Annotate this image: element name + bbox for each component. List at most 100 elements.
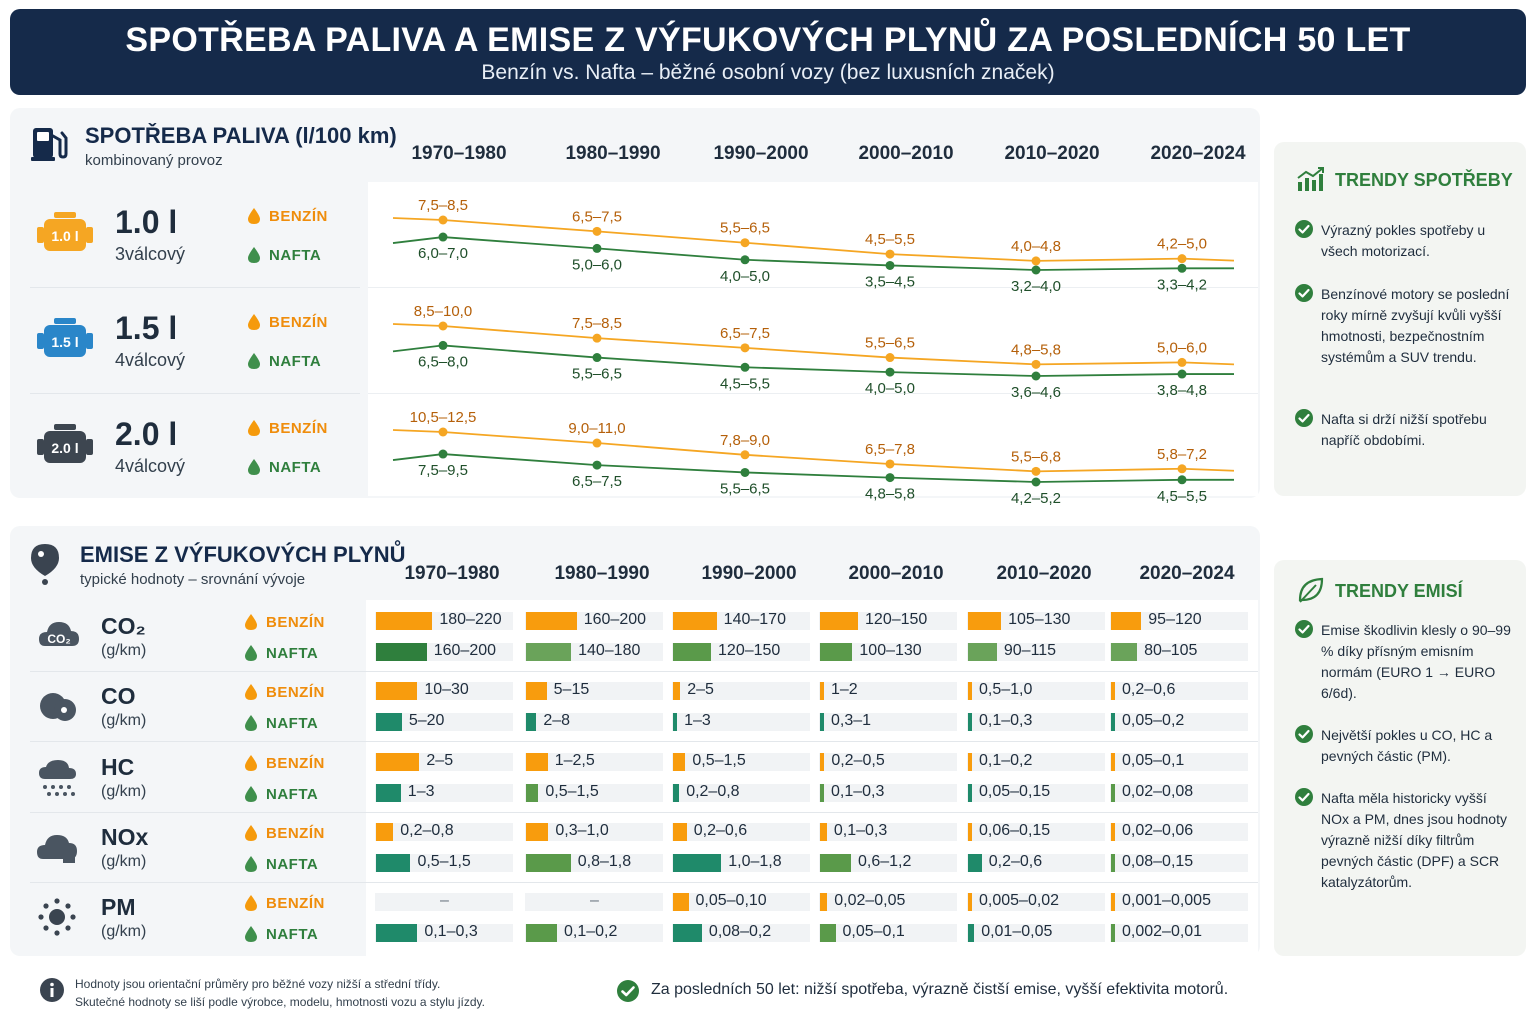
info-icon	[40, 978, 64, 1002]
engine-icon-right	[86, 439, 93, 455]
fuel-period-header: 1990–2000	[713, 143, 809, 164]
pm-particle	[43, 925, 49, 931]
legend-benzin-label: BENZÍN	[269, 419, 328, 437]
emission-bar-nafta	[820, 854, 851, 872]
emission-track-nafta	[819, 924, 957, 942]
legend-nafta-label: NAFTA	[269, 458, 322, 476]
fuel-chart-row-separator	[368, 393, 1258, 394]
nafta-drop-icon	[245, 786, 257, 802]
footer-note: Hodnoty jsou orientační průměry pro běžn…	[75, 975, 485, 1011]
factory-cloud-icon	[37, 835, 77, 863]
emission-bar-nafta	[673, 784, 680, 802]
emission-bar-benzin	[968, 893, 972, 911]
emission-track-benzin	[1110, 823, 1248, 841]
emission-label-benzin: 0,005–0,02	[979, 892, 1060, 909]
emission-label-nafta: 0,3–1	[831, 712, 872, 729]
emission-label-nafta: 0,08–0,15	[1122, 853, 1194, 870]
emission-bar-nafta	[820, 713, 824, 731]
benzin-drop-icon	[248, 420, 260, 436]
emission-track-nafta	[819, 643, 957, 661]
legend-nafta-label: NAFTA	[266, 644, 319, 662]
emission-label-nafta: 0,05–0,15	[979, 783, 1051, 800]
emission-bar-benzin	[1111, 823, 1115, 841]
emission-bar-benzin	[1111, 682, 1115, 700]
trend-check-icon-mark	[1298, 224, 1310, 234]
engine-icon-right	[86, 333, 93, 349]
pm-particle	[38, 914, 44, 920]
legend-benzin: BENZÍN	[247, 207, 328, 225]
emission-bar-benzin	[376, 753, 420, 771]
emission-bar-nafta	[673, 924, 702, 942]
legend-nafta: NAFTA	[244, 644, 318, 662]
fuel-trend-item: Nafta si drží nižší spotřebu napříč obdo…	[1321, 411, 1487, 448]
emission-bar-nafta	[1111, 643, 1138, 661]
emission-track-nafta	[819, 713, 957, 731]
emission-label-benzin: 95–120	[1148, 611, 1202, 628]
drizzle-drop	[59, 785, 63, 789]
emission-track-benzin	[525, 682, 663, 700]
benzin-drop-icon	[245, 755, 257, 771]
nafta-drop-icon	[245, 856, 257, 872]
trend-check-icon-mark	[1298, 624, 1310, 634]
emissions-section-title: EMISE Z VÝFUKOVÝCH PLYNŮ	[80, 542, 406, 567]
legend-nafta: NAFTA	[244, 714, 318, 732]
emission-bar-benzin	[376, 612, 433, 630]
legend-benzin-label: BENZÍN	[266, 894, 325, 912]
emissions-chart-area	[366, 600, 1258, 956]
pollutant-name: HC	[101, 754, 135, 780]
emission-label-nafta: 1–3	[407, 783, 435, 800]
benzin-drop-icon	[245, 614, 257, 630]
emission-label-benzin: 0,05–0,10	[695, 892, 767, 909]
emission-bar-nafta	[526, 713, 537, 731]
drizzle-drop	[47, 792, 51, 796]
nafta-drop-icon-shape	[245, 715, 257, 731]
engine-cylinders: 4válcový	[115, 456, 186, 476]
benzin-drop-icon	[248, 208, 260, 224]
nafta-drop-icon-shape	[245, 926, 257, 942]
emission-bar-nafta	[968, 713, 972, 731]
legend-benzin-label: BENZÍN	[266, 754, 325, 772]
benzin-drop-icon-shape	[248, 314, 260, 330]
benzin-drop-icon-shape	[248, 420, 260, 436]
emission-bar-nafta	[820, 924, 836, 942]
legend-nafta: NAFTA	[247, 352, 321, 370]
emissions-row-separator	[30, 741, 1258, 742]
engine-icon-left	[37, 227, 44, 243]
footer-note-line1: Hodnoty jsou orientační průměry pro běžn…	[75, 977, 441, 991]
emission-track-benzin	[375, 893, 513, 911]
nox-chimney	[63, 849, 75, 863]
emission-label-benzin: 0,1–0,3	[833, 822, 888, 839]
emission-label-benzin: 0,02–0,05	[834, 892, 906, 909]
emission-track-benzin	[819, 823, 957, 841]
emission-label-benzin: 0,5–1,5	[692, 752, 746, 769]
trend-check-icon-mark	[1298, 729, 1310, 739]
smoke-cloud-icon	[40, 693, 76, 721]
pollutant-name: CO	[101, 683, 136, 709]
trend-check-icon	[1295, 725, 1313, 743]
drizzle-drop	[67, 785, 71, 789]
emission-bar-nafta	[526, 854, 571, 872]
emission-bar-nafta	[968, 784, 972, 802]
emission-bar-nafta	[820, 643, 853, 661]
engine-size: 2.0 l	[115, 416, 178, 452]
emission-label-nafta: 140–180	[578, 642, 641, 659]
legend-benzin-label: BENZÍN	[269, 313, 328, 331]
fuel-period-header: 2000–2010	[858, 143, 954, 164]
emissions-row-separator	[30, 882, 1258, 883]
emission-track-benzin	[672, 753, 810, 771]
emission-label-benzin: 180–220	[439, 611, 502, 628]
emission-bar-benzin	[673, 893, 689, 911]
legend-nafta: NAFTA	[244, 855, 318, 873]
fuel-pump-icon	[31, 128, 68, 161]
emission-label-benzin: –	[440, 892, 449, 909]
smoke-cloud-hole	[61, 707, 67, 713]
emission-bar-nafta	[673, 713, 678, 731]
emission-label-nafta: 0,2–0,8	[686, 783, 740, 800]
emissions-trends-box	[1274, 560, 1526, 956]
legend-benzin-label: BENZÍN	[269, 207, 328, 225]
trend-check-icon-circle	[1295, 620, 1313, 638]
emission-bar-benzin	[526, 823, 549, 841]
emission-label-benzin: 2–5	[687, 681, 714, 698]
emission-bar-benzin	[820, 612, 859, 630]
page-title: SPOTŘEBA PALIVA A EMISE Z VÝFUKOVÝCH PLY…	[125, 21, 1411, 59]
